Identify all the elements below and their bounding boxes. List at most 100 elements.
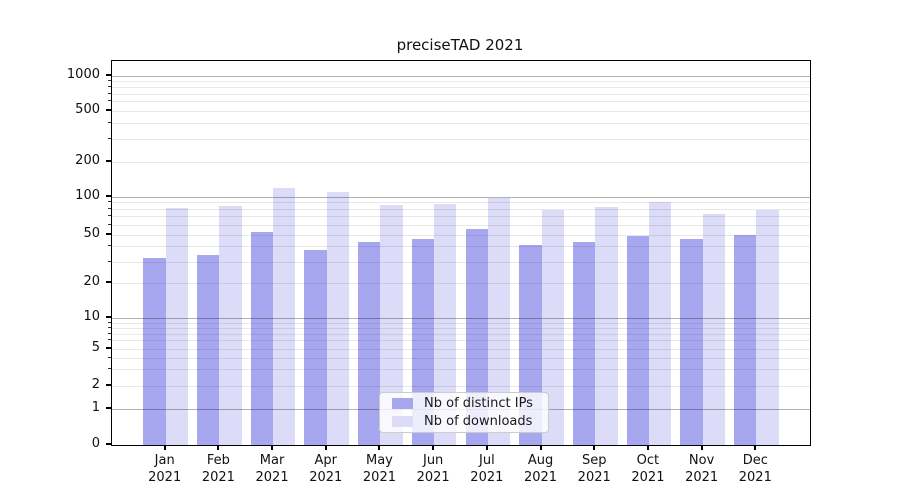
y-tick-label: 5	[91, 339, 100, 355]
y-tick-mark	[106, 407, 111, 409]
y-minor-tick-mark	[108, 321, 111, 323]
gridline-500	[112, 110, 810, 112]
y-tick-mark	[106, 108, 111, 111]
bar-ips-jul	[465, 229, 488, 445]
gridline-90	[112, 202, 810, 204]
y-tick-label: 500	[75, 101, 100, 117]
gridline-400	[112, 122, 810, 124]
x-tick-label-nov: Nov 2021	[685, 453, 719, 485]
gridline-700	[112, 93, 810, 95]
bar-downloads-dec	[756, 209, 779, 445]
chart-title: preciseTAD 2021	[396, 36, 524, 54]
y-minor-tick-mark	[108, 85, 111, 87]
y-tick-label: 10	[83, 309, 100, 324]
y-minor-tick-mark	[108, 201, 111, 203]
x-tick-label-mar: Mar 2021	[255, 453, 289, 485]
bar-downloads-feb	[219, 206, 242, 445]
y-tick-label: 2	[91, 377, 100, 392]
x-tick-label-may: May 2021	[362, 453, 396, 485]
y-tick-mark	[106, 443, 111, 445]
y-tick-label: 50	[83, 225, 100, 241]
x-tick-mark	[432, 446, 435, 450]
x-tick-label-jan: Jan 2021	[148, 453, 182, 485]
y-minor-tick-mark	[108, 207, 111, 209]
x-tick-label-dec: Dec 2021	[738, 453, 772, 485]
x-tick-mark	[700, 446, 703, 450]
y-tick-mark	[106, 281, 111, 283]
y-tick-label: 200	[75, 152, 100, 168]
bar-ips-oct	[626, 235, 649, 445]
y-tick-mark	[106, 316, 111, 318]
y-minor-tick-mark	[108, 245, 111, 247]
y-tick-mark	[106, 159, 111, 162]
x-tick-label-feb: Feb 2021	[201, 453, 235, 485]
y-tick-mark	[106, 194, 111, 197]
legend-item: Nb of downloads	[387, 414, 541, 431]
legend-item: Nb of distinct IPs	[387, 395, 541, 412]
bar-ips-sep	[572, 242, 596, 445]
legend-label: Nb of distinct IPs	[424, 395, 533, 411]
gridline-1000	[112, 75, 810, 77]
bar-downloads-jan	[165, 207, 188, 445]
y-minor-tick-mark	[108, 260, 111, 262]
y-minor-tick-mark	[108, 138, 111, 140]
x-tick-label-oct: Oct 2021	[631, 453, 665, 485]
bar-ips-nov	[680, 238, 703, 445]
y-minor-tick-mark	[108, 100, 111, 102]
y-minor-tick-mark	[108, 223, 111, 225]
bar-downloads-jul	[487, 198, 511, 445]
gridline-300	[112, 139, 810, 141]
y-tick-label: 100	[75, 187, 100, 203]
x-tick-label-aug: Aug 2021	[523, 453, 558, 485]
gridline-200	[112, 161, 810, 163]
legend-swatch	[392, 416, 413, 428]
bar-ips-feb	[197, 254, 220, 445]
x-tick-label-apr: Apr 2021	[309, 453, 343, 485]
x-tick-mark	[539, 446, 542, 450]
y-minor-tick-mark	[108, 332, 111, 334]
y-tick-label: 20	[83, 274, 100, 289]
x-tick-mark	[378, 446, 381, 450]
x-tick-mark	[271, 446, 274, 450]
y-minor-tick-mark	[108, 215, 111, 217]
bar-ips-jan	[143, 258, 166, 445]
gridline-80	[112, 208, 810, 210]
x-tick-mark	[163, 446, 166, 450]
y-minor-tick-mark	[108, 79, 111, 81]
y-minor-tick-mark	[108, 326, 111, 328]
y-tick-mark	[106, 232, 111, 235]
x-tick-mark	[754, 446, 757, 450]
legend-label: Nb of downloads	[424, 414, 533, 430]
y-tick-label: 0	[91, 436, 100, 451]
bar-downloads-mar	[273, 188, 296, 445]
y-tick-label: 1000	[66, 66, 100, 82]
y-tick-label: 1	[91, 400, 100, 415]
y-minor-tick-mark	[108, 356, 111, 358]
gridline-100	[112, 196, 810, 198]
bar-ips-apr	[304, 250, 327, 445]
bar-downloads-apr	[326, 191, 350, 445]
bar-ips-mar	[250, 232, 274, 445]
y-tick-mark	[106, 346, 111, 349]
y-minor-tick-mark	[108, 121, 111, 123]
bar-downloads-nov	[702, 213, 725, 445]
x-tick-mark	[593, 446, 596, 450]
y-minor-tick-mark	[108, 339, 111, 341]
gridline-600	[112, 101, 810, 103]
bar-ips-dec	[734, 234, 757, 445]
gridline-900	[112, 80, 810, 82]
y-minor-tick-mark	[108, 368, 111, 370]
x-tick-mark	[646, 446, 649, 450]
bar-downloads-may	[380, 204, 403, 445]
gridline-800	[112, 86, 810, 88]
bar-downloads-jun	[434, 204, 457, 445]
x-tick-mark	[324, 446, 327, 450]
x-tick-label-jul: Jul 2021	[470, 453, 504, 485]
y-minor-tick-mark	[108, 92, 111, 94]
legend-swatch	[392, 397, 413, 409]
bar-downloads-aug	[541, 210, 564, 445]
x-tick-label-sep: Sep 2021	[577, 453, 611, 485]
x-tick-mark	[217, 446, 220, 450]
bar-ips-may	[358, 242, 381, 445]
